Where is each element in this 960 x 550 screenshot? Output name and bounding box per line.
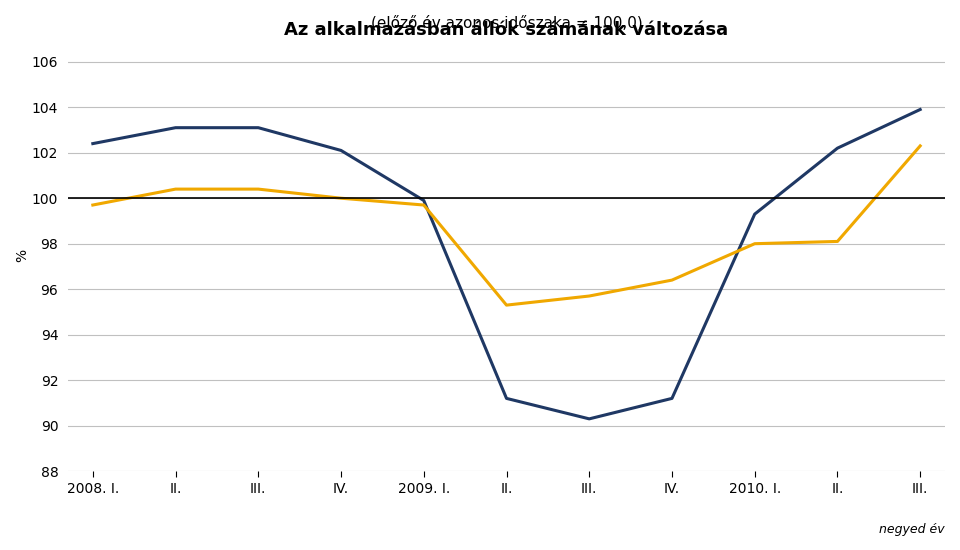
Title: Az alkalmazásban állók számának változása: Az alkalmazásban állók számának változás… xyxy=(284,21,729,39)
Text: (előző év azonos időszaka = 100,0): (előző év azonos időszaka = 100,0) xyxy=(371,15,642,30)
Text: negyed év: negyed év xyxy=(879,523,945,536)
Y-axis label: %: % xyxy=(15,249,29,262)
